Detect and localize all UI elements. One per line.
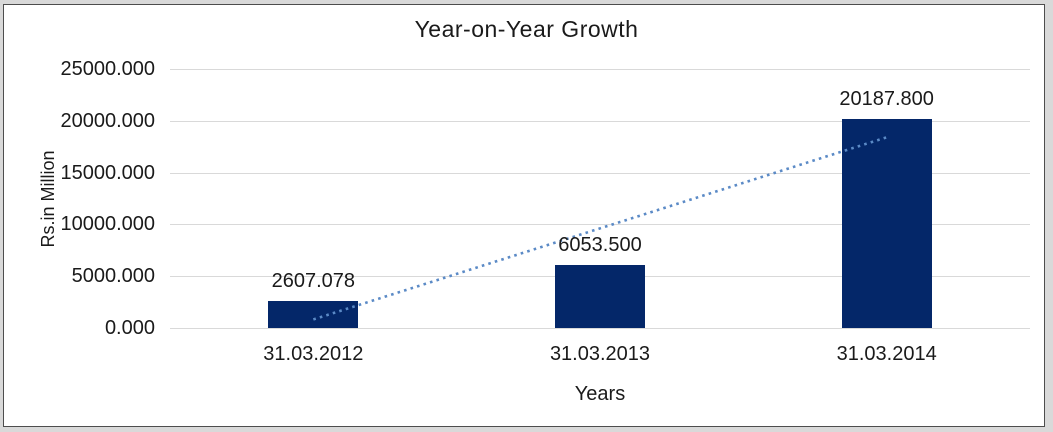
gridline [170,224,1030,226]
bar-data-label: 2607.078 [271,269,356,292]
bar-data-label: 20187.800 [839,87,934,110]
bar [841,118,932,328]
bar [555,265,645,328]
gridline [170,328,1030,329]
x-axis-title: Years [574,383,626,405]
chart-title: Year-on-Year Growth [414,16,639,42]
gridline [170,69,1030,70]
y-axis-title: Rs.in Million [38,150,58,248]
x-tick-label: 31.03.2012 [263,343,364,365]
bar [268,300,359,328]
bar-data-label: 6053.500 [558,234,642,257]
gridline [170,172,1030,174]
trendline-path [312,136,888,321]
x-tick-label: 31.03.2014 [836,343,937,365]
y-tick-label: 5000.000 [71,265,155,288]
y-tick-label: 25000.000 [60,58,155,80]
x-tick-label: 31.03.2013 [549,343,651,365]
y-tick-label: 0.000 [104,317,155,339]
y-tick-label: 20000.000 [60,109,155,132]
y-tick-label: 10000.000 [60,213,155,236]
y-tick-label: 15000.000 [60,161,155,184]
gridline [170,120,1030,122]
